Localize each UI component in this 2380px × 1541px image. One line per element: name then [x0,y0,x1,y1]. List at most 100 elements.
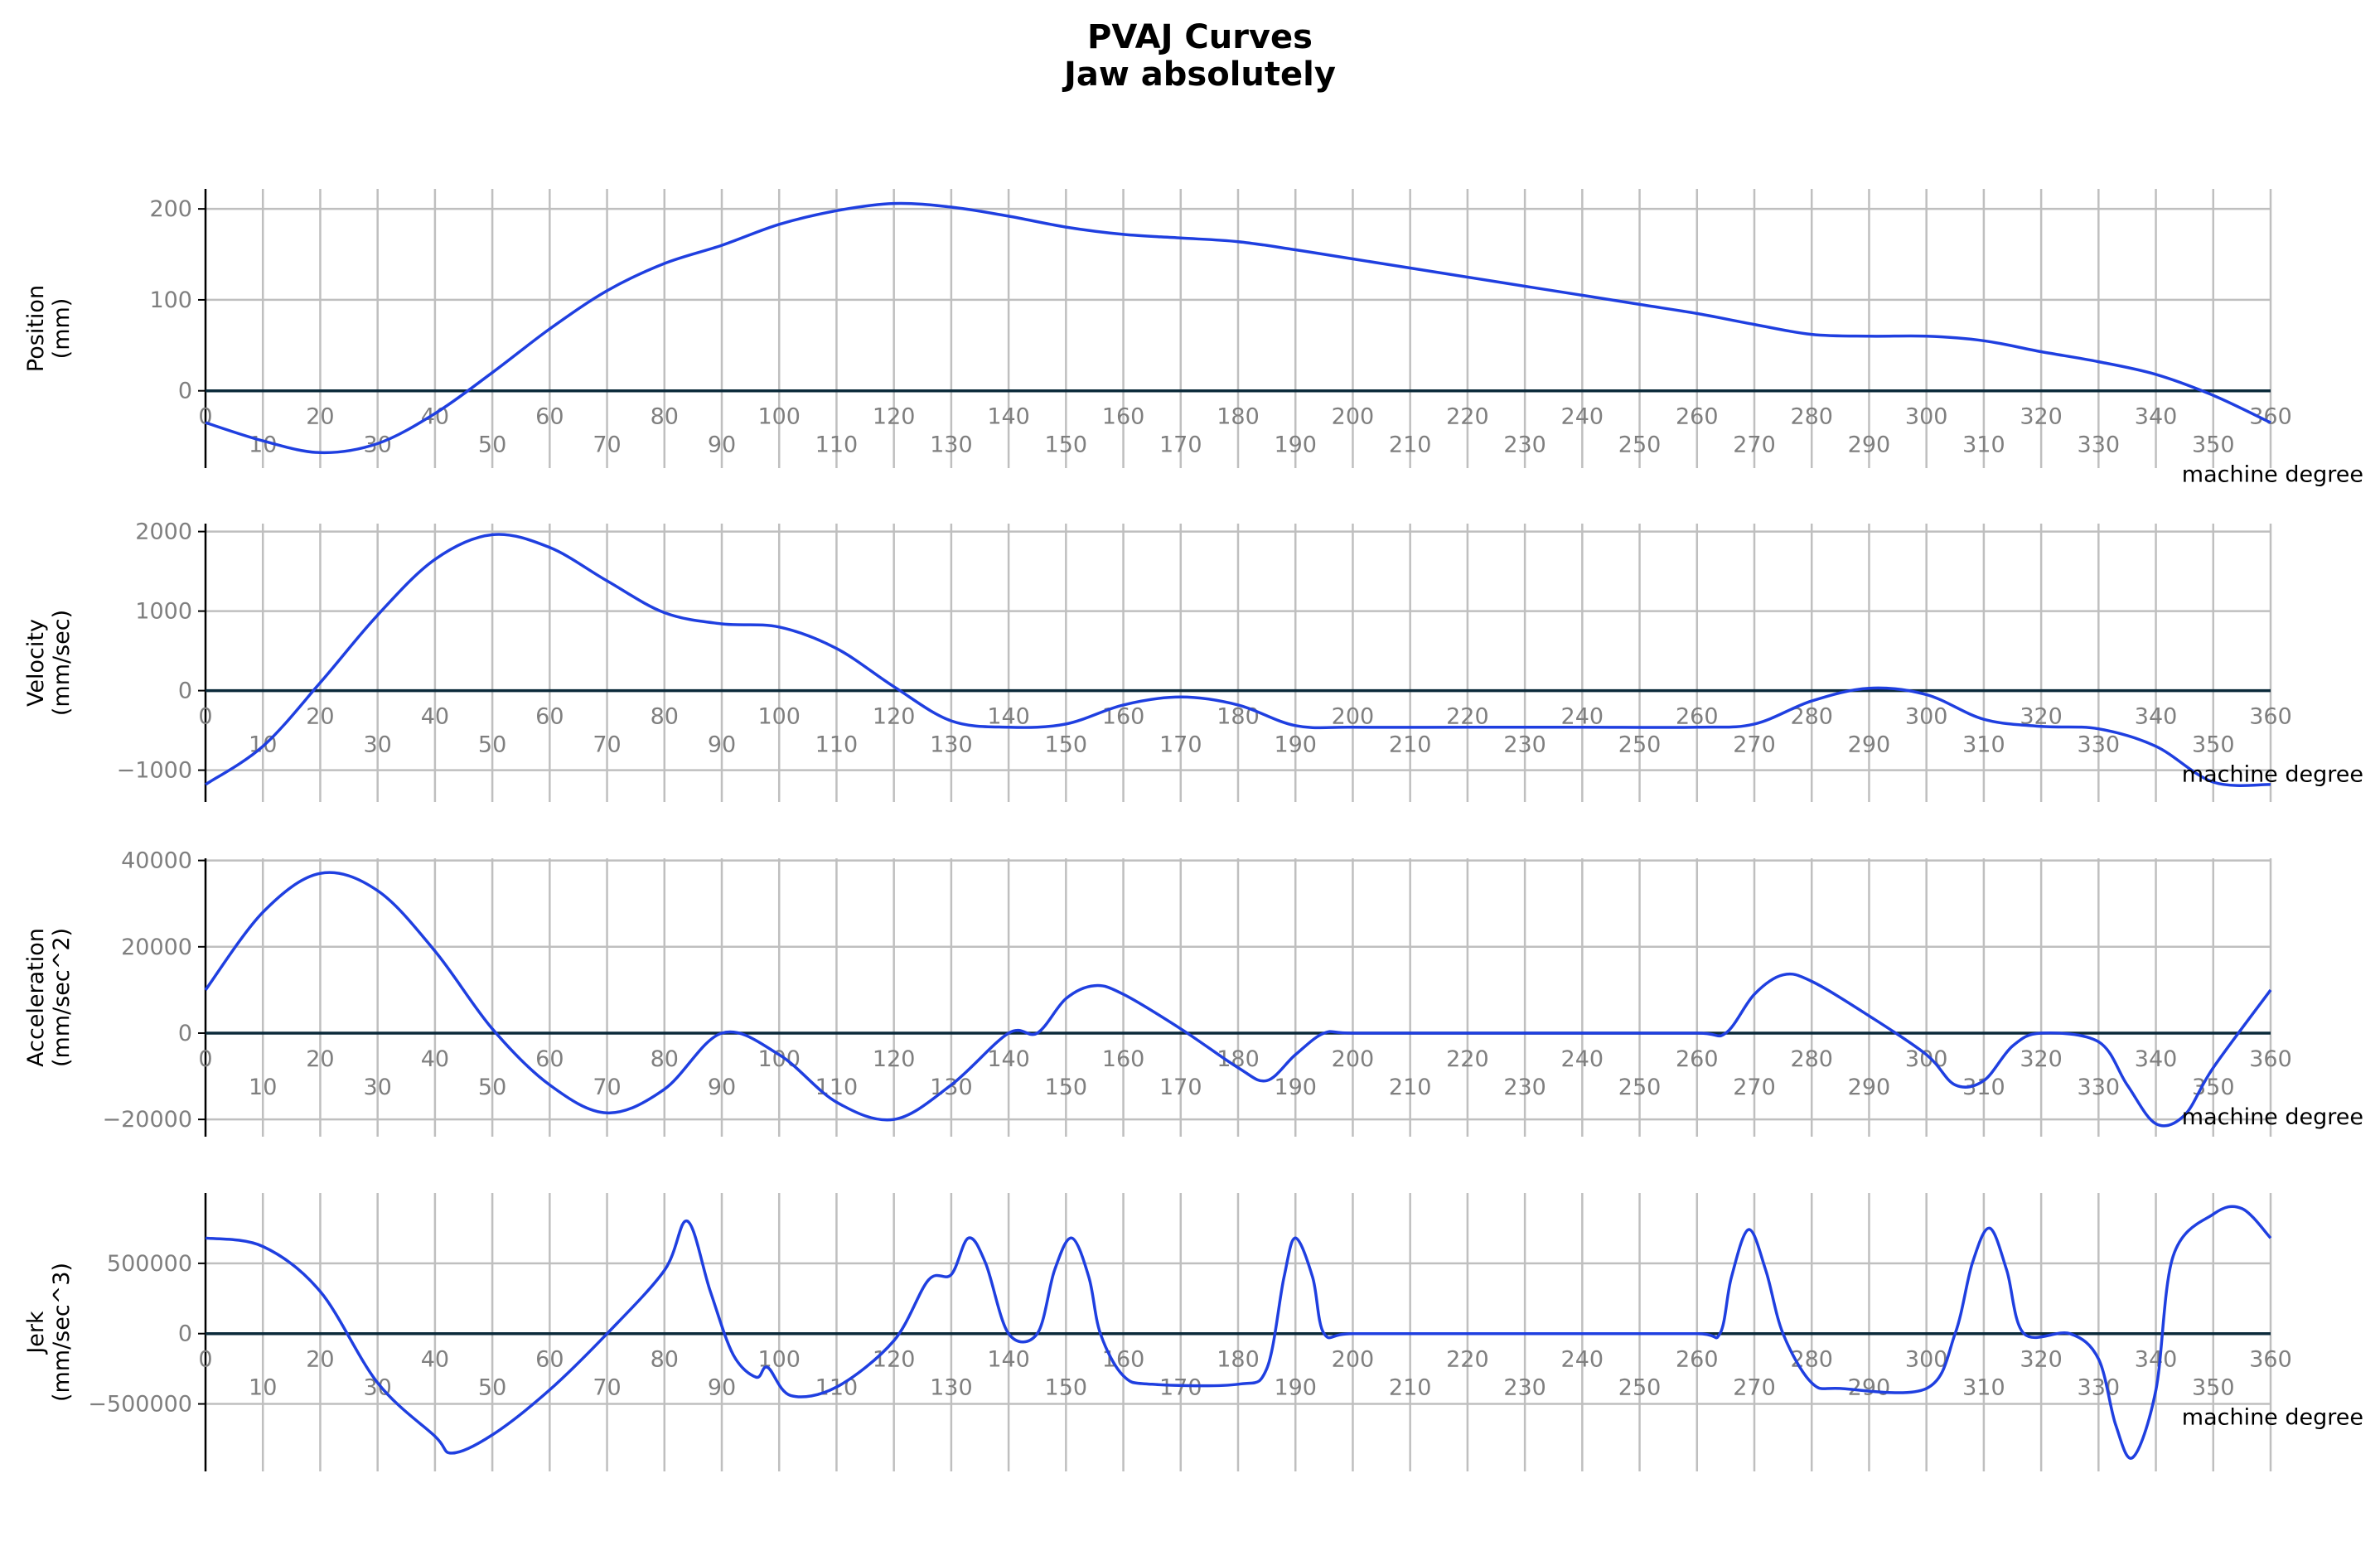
x-axis-label-position: machine degree [2182,462,2363,488]
chart-title-line-2: Jaw absolutely [1062,56,1336,94]
x-tick-label: 110 [815,732,859,758]
x-tick-label: 210 [1389,1375,1432,1401]
x-tick-label: 90 [708,1075,736,1100]
y-axis-label-line: Position [23,285,49,372]
y-axis-label-jerk: Jerk(mm/sec^3) [23,1263,75,1402]
x-tick-label: 110 [815,1075,859,1100]
y-axis-label-line: (mm) [49,298,75,360]
x-tick-label: 290 [1848,732,1891,758]
x-tick-label: 0 [198,1046,212,1072]
x-tick-label: 220 [1446,404,1489,430]
x-tick-label: 320 [2020,1046,2063,1072]
x-tick-label: 360 [2249,1347,2292,1373]
x-tick-label: 140 [987,1046,1030,1072]
x-tick-label: 360 [2249,404,2292,430]
x-tick-label: 230 [1503,1375,1546,1401]
x-tick-label: 220 [1446,1347,1489,1373]
x-tick-label: 200 [1332,1347,1375,1373]
x-tick-label: 240 [1561,704,1604,730]
x-tick-label: 280 [1790,1046,1833,1072]
x-tick-label: 90 [708,432,736,458]
y-tick-label: 100 [149,287,192,313]
y-tick-label: −1000 [117,758,192,784]
x-tick-label: 80 [651,1347,679,1373]
x-tick-label: 50 [478,432,506,458]
x-tick-label: 20 [306,1046,334,1072]
x-tick-label: 20 [306,404,334,430]
x-tick-label: 190 [1274,1375,1317,1401]
x-tick-label: 190 [1274,1075,1317,1100]
x-tick-label: 300 [1905,1046,1948,1072]
x-tick-label: 120 [873,1347,916,1373]
y-axis-label-line: Velocity [23,619,49,707]
x-tick-label: 80 [651,404,679,430]
x-tick-label: 150 [1045,1075,1088,1100]
y-tick-label: 0 [178,679,192,704]
x-tick-label: 250 [1618,1375,1662,1401]
x-tick-label: 140 [987,704,1030,730]
x-tick-label: 250 [1618,432,1662,458]
x-tick-label: 330 [2078,1075,2121,1100]
y-tick-label: 1000 [135,599,192,625]
x-tick-label: 300 [1905,1347,1948,1373]
x-tick-label: 280 [1790,1347,1833,1373]
x-axis-label-acceleration: machine degree [2182,1104,2363,1130]
y-axis-label-line: (mm/sec) [49,610,75,716]
series-line-acceleration [204,871,2272,1128]
series-line-velocity [205,533,2271,787]
x-tick-label: 220 [1446,704,1489,730]
x-tick-label: 180 [1217,404,1260,430]
x-tick-label: 100 [757,1046,801,1072]
y-axis-label-line: Jerk [23,1311,49,1355]
x-tick-label: 80 [651,704,679,730]
x-tick-label: 160 [1102,1347,1145,1373]
x-tick-label: 10 [249,1375,277,1401]
x-axis-label-velocity: machine degree [2182,762,2363,788]
x-tick-label: 250 [1618,732,1662,758]
x-tick-label: 340 [2135,1046,2178,1072]
x-tick-label: 280 [1790,404,1833,430]
x-tick-label: 10 [249,432,277,458]
x-tick-label: 30 [363,1375,391,1401]
x-tick-label: 40 [421,1347,449,1373]
x-tick-label: 80 [651,1046,679,1072]
x-tick-label: 20 [306,1347,334,1373]
x-tick-label: 170 [1159,732,1202,758]
x-tick-label: 140 [987,1347,1030,1373]
x-tick-label: 130 [930,1375,973,1401]
x-tick-label: 300 [1905,404,1948,430]
y-axis-label-velocity: Velocity(mm/sec) [23,610,75,716]
x-tick-label: 100 [757,404,801,430]
x-tick-label: 160 [1102,404,1145,430]
x-tick-label: 70 [593,732,621,758]
x-tick-label: 130 [930,732,973,758]
y-tick-label: 40000 [121,848,192,874]
x-tick-label: 210 [1389,432,1432,458]
x-tick-label: 70 [593,1375,621,1401]
x-tick-label: 160 [1102,1046,1145,1072]
x-tick-label: 260 [1676,704,1719,730]
x-tick-label: 350 [2192,732,2235,758]
x-tick-label: 200 [1332,404,1375,430]
x-tick-label: 230 [1503,1075,1546,1100]
x-tick-label: 290 [1848,432,1891,458]
x-tick-label: 340 [2135,1347,2178,1373]
x-tick-label: 110 [815,432,859,458]
x-tick-label: 50 [478,1375,506,1401]
x-tick-label: 150 [1045,1375,1088,1401]
y-tick-label: 0 [178,379,192,404]
x-axis-label-jerk: machine degree [2182,1405,2363,1431]
y-tick-label: −20000 [102,1107,192,1133]
x-tick-label: 340 [2135,404,2178,430]
y-axis-label-line: (mm/sec^3) [49,1263,75,1402]
x-tick-label: 170 [1159,1375,1202,1401]
x-tick-label: 210 [1389,1075,1432,1100]
x-tick-label: 310 [1962,1375,2005,1401]
x-tick-label: 40 [421,1046,449,1072]
x-tick-label: 200 [1332,1046,1375,1072]
y-tick-label: 500000 [107,1251,192,1277]
x-tick-label: 50 [478,732,506,758]
